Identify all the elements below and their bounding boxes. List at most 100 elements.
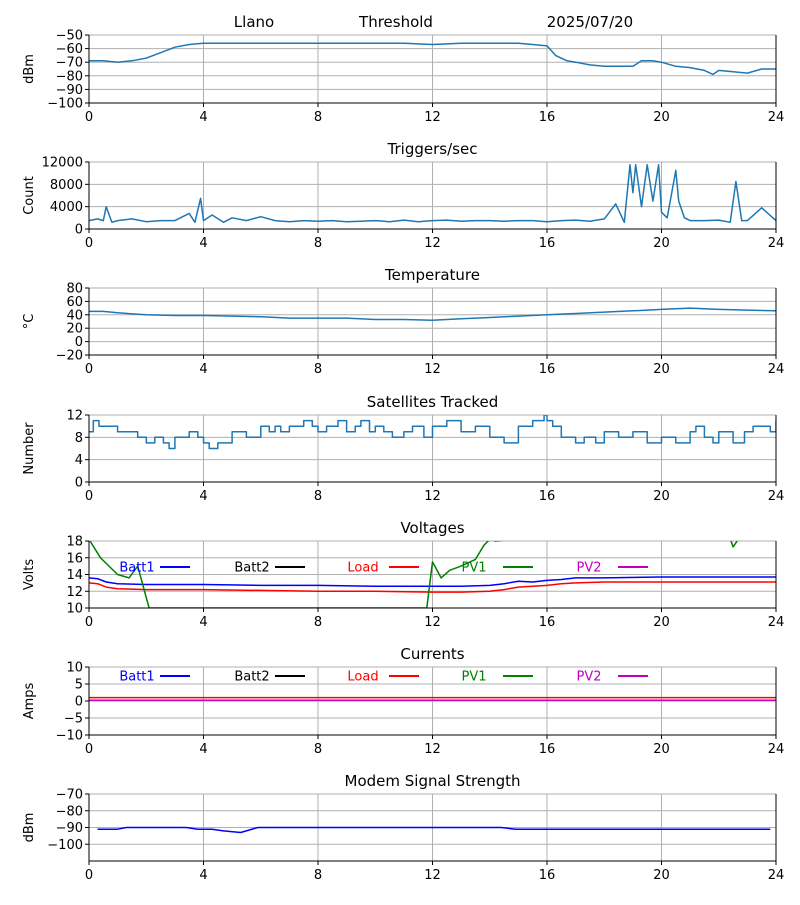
y-tick-label: −10 [56, 729, 83, 744]
y-tick-label: 20 [66, 322, 83, 337]
y-tick-label: −100 [47, 97, 83, 112]
x-tick-label: 4 [199, 236, 207, 251]
x-tick-label: 8 [314, 236, 322, 251]
series-line-signal-0 [89, 42, 776, 76]
header-mode: Threshold [358, 13, 433, 31]
x-tick-label: 4 [199, 615, 207, 630]
x-tick-label: 8 [314, 742, 322, 757]
legend-label-load: Load [347, 561, 378, 576]
x-tick-label: 20 [653, 742, 670, 757]
y-axis-label: Number [22, 422, 37, 475]
x-tick-label: 12 [424, 110, 441, 125]
y-tick-label: 14 [66, 568, 83, 583]
chart-title: Voltages [400, 519, 464, 537]
x-tick-label: 8 [314, 615, 322, 630]
x-tick-label: 12 [424, 868, 441, 883]
x-tick-label: 8 [314, 868, 322, 883]
x-tick-label: 20 [653, 236, 670, 251]
y-tick-label: −70 [56, 788, 83, 803]
y-tick-label: 8 [75, 431, 83, 446]
y-tick-label: 16 [66, 551, 83, 566]
chart-panel-satellites: 0 4 8 12 16 20 24 0 4 8 12 Number Satellites Tracked [22, 393, 784, 504]
x-tick-label: 0 [85, 868, 93, 883]
y-tick-label: −50 [56, 29, 83, 44]
x-tick-label: 0 [85, 615, 93, 630]
chart-title: Temperature [384, 266, 480, 284]
y-tick-label: 0 [75, 476, 83, 491]
x-tick-label: 24 [768, 868, 785, 883]
y-tick-label: 4000 [50, 200, 83, 215]
y-tick-label: 40 [66, 308, 83, 323]
x-tick-label: 12 [424, 362, 441, 377]
y-tick-label: 80 [66, 282, 83, 297]
x-tick-label: 4 [199, 362, 207, 377]
chart-title: Triggers/sec [387, 140, 478, 158]
y-axis-label: Amps [22, 682, 37, 719]
series-line-modem-0 [97, 826, 771, 834]
y-tick-label: 0 [75, 223, 83, 238]
y-tick-label: 0 [75, 695, 83, 710]
x-tick-label: 20 [653, 110, 670, 125]
series-line-temperature-0 [89, 307, 776, 321]
chart-title: Modem Signal Strength [345, 772, 521, 790]
header-station: Llano [234, 13, 274, 31]
x-tick-label: 24 [768, 615, 785, 630]
y-tick-label: −100 [47, 838, 83, 853]
y-tick-label: −90 [56, 821, 83, 836]
x-tick-label: 16 [539, 362, 556, 377]
x-tick-label: 24 [768, 742, 785, 757]
y-tick-label: 12000 [42, 156, 83, 171]
x-tick-label: 16 [539, 236, 556, 251]
x-tick-label: 20 [653, 868, 670, 883]
x-tick-label: 20 [653, 362, 670, 377]
y-axis-label: dBm [22, 54, 37, 84]
y-tick-label: 10 [66, 661, 83, 676]
x-tick-label: 12 [424, 236, 441, 251]
legend-label-pv2: PV2 [576, 670, 601, 685]
header-date: 2025/07/20 [547, 13, 633, 31]
x-tick-label: 24 [768, 489, 785, 504]
legend-label-batt2: Batt2 [234, 561, 269, 576]
x-tick-label: 12 [424, 615, 441, 630]
x-tick-label: 8 [314, 110, 322, 125]
series-line-triggers-0 [89, 164, 776, 224]
y-tick-label: −60 [56, 42, 83, 57]
y-axis-label: Count [22, 176, 37, 215]
legend-label-batt1: Batt1 [119, 561, 154, 576]
x-tick-label: 12 [424, 742, 441, 757]
chart-panel-signal: 0 4 8 12 16 20 24 −100−90−80−70−60−50 dBm [22, 29, 784, 126]
series-line-load [89, 581, 776, 593]
y-axis-label: °C [22, 314, 37, 330]
y-tick-label: 18 [66, 535, 83, 550]
y-tick-label: 5 [75, 678, 83, 693]
x-tick-label: 4 [199, 868, 207, 883]
y-tick-label: −80 [56, 804, 83, 819]
x-tick-label: 16 [539, 489, 556, 504]
legend-label-batt1: Batt1 [119, 670, 154, 685]
y-tick-label: 60 [66, 295, 83, 310]
series-line-batt1 [89, 576, 776, 587]
x-tick-label: 4 [199, 742, 207, 757]
x-tick-label: 16 [539, 868, 556, 883]
x-tick-label: 20 [653, 615, 670, 630]
x-tick-label: 16 [539, 615, 556, 630]
y-tick-label: 0 [75, 335, 83, 350]
y-tick-label: −5 [64, 712, 83, 727]
y-tick-label: −80 [56, 69, 83, 84]
x-tick-label: 0 [85, 362, 93, 377]
y-tick-label: 10 [66, 602, 83, 617]
chart-title: Satellites Tracked [367, 393, 498, 411]
x-tick-label: 0 [85, 742, 93, 757]
legend-label-pv1: PV1 [461, 670, 486, 685]
y-tick-label: 12 [66, 409, 83, 424]
chart-panel-triggers: 0 4 8 12 16 20 24 0 4000 8000 12000 Count Triggers/s… [22, 140, 784, 251]
x-tick-label: 20 [653, 489, 670, 504]
y-axis-label: Volts [22, 559, 37, 591]
y-tick-label: 12 [66, 585, 83, 600]
x-tick-label: 8 [314, 362, 322, 377]
chart-panel-modem: 0 4 8 12 16 20 24 −100 −90 −80−70 dBm Modem Signal … [22, 772, 784, 883]
legend-label-load: Load [347, 670, 378, 685]
